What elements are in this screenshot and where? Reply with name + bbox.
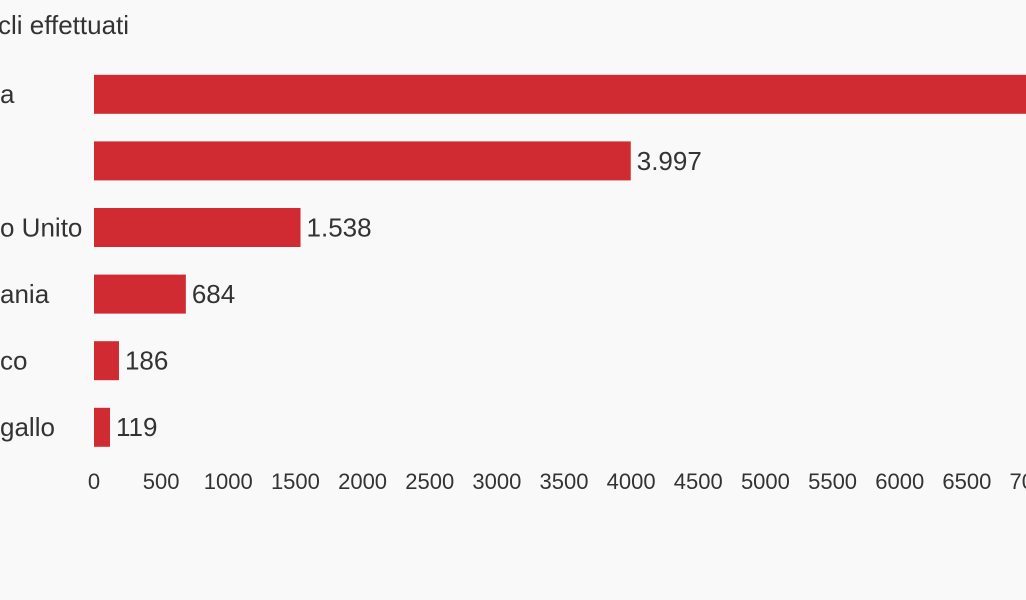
- bar: [94, 141, 631, 181]
- y-tick-label: o Unito: [0, 212, 82, 242]
- value-label: 684: [192, 279, 235, 309]
- x-tick-label: 500: [143, 469, 180, 494]
- value-label: 119: [116, 412, 157, 442]
- value-label: 1.538: [307, 212, 372, 242]
- x-tick-label: 4500: [674, 469, 723, 494]
- value-label: 186: [125, 346, 168, 376]
- x-tick-label: 4000: [607, 469, 656, 494]
- x-tick-label: 6500: [942, 469, 991, 494]
- x-tick-label: 7000: [1010, 469, 1026, 494]
- y-tick-label: a: [0, 79, 15, 109]
- bar: [94, 208, 301, 247]
- x-tick-label: 5500: [808, 469, 857, 494]
- y-tick-label: gallo: [0, 412, 55, 442]
- x-tick-label: 3500: [540, 469, 589, 494]
- x-tick-label: 2000: [338, 469, 387, 494]
- x-tick-label: 3000: [472, 469, 521, 494]
- chart-title: cli effettuati: [0, 10, 129, 40]
- x-tick-label: 2500: [405, 469, 454, 494]
- bar: [94, 274, 186, 314]
- x-tick-label: 1000: [204, 469, 253, 494]
- bar: [94, 341, 119, 381]
- bar: [94, 407, 110, 447]
- value-label: 3.997: [637, 146, 702, 176]
- y-tick-label: ania: [0, 279, 50, 309]
- x-tick-label: 0: [88, 469, 100, 494]
- x-tick-label: 6000: [875, 469, 924, 494]
- x-tick-label: 5000: [741, 469, 790, 494]
- x-tick-label: 1500: [271, 469, 320, 494]
- bar: [94, 74, 1026, 114]
- y-tick-label: co: [0, 346, 27, 376]
